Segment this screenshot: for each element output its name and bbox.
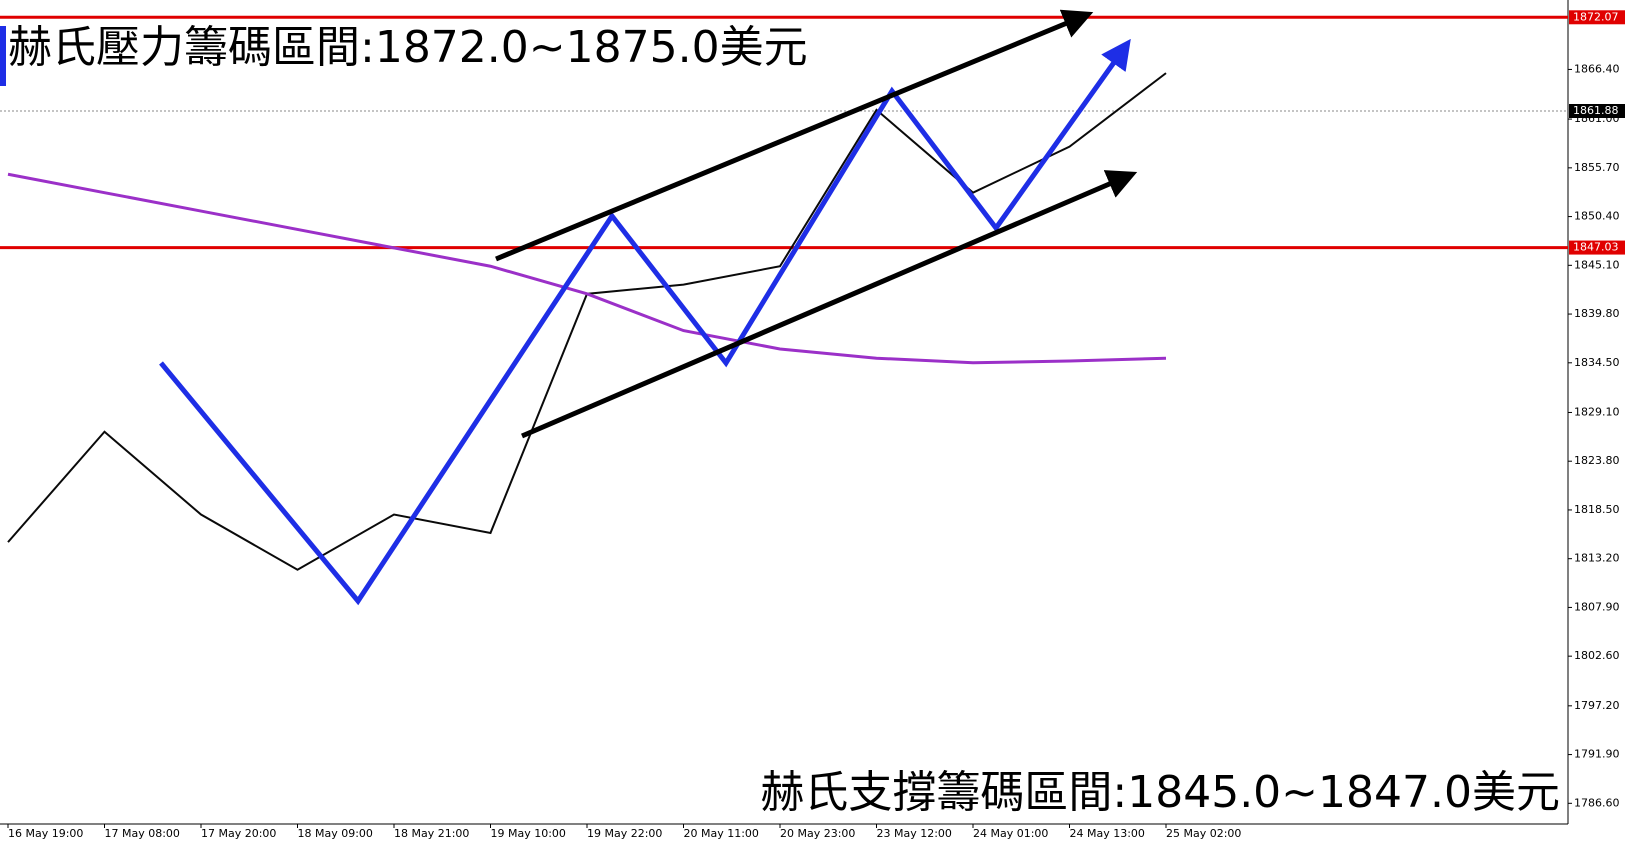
plot-area [0, 15, 1568, 571]
resistance-annotation: 赫氏壓力籌碼區間:1872.0~1875.0美元 [8, 22, 808, 73]
price-label-box [1569, 240, 1625, 255]
y-tick-label: 1786.60 [1574, 796, 1620, 809]
x-tick-label: 18 May 21:00 [394, 827, 469, 840]
y-tick-label: 1813.20 [1574, 552, 1620, 565]
x-tick-label: 17 May 08:00 [105, 827, 180, 840]
x-tick-label: 16 May 19:00 [8, 827, 83, 840]
y-tick-label: 1791.90 [1574, 748, 1620, 761]
price-label: 1861.88 [1573, 104, 1619, 117]
y-tick-label: 1829.10 [1574, 405, 1620, 418]
y-tick-label: 1866.40 [1574, 62, 1620, 75]
x-tick-label: 25 May 02:00 [1166, 827, 1241, 840]
channel-lower [521, 170, 1138, 439]
price-label-box [1569, 10, 1625, 25]
x-tick-label: 17 May 20:00 [201, 827, 276, 840]
support-annotation: 赫氏支撐籌碼區間:1845.0~1847.0美元 [760, 767, 1560, 818]
x-tick-label: 24 May 01:00 [973, 827, 1048, 840]
x-tick-label: 19 May 10:00 [491, 827, 566, 840]
y-tick-label: 1834.50 [1574, 356, 1620, 369]
x-tick-label: 24 May 13:00 [1070, 827, 1145, 840]
x-tick-label: 20 May 23:00 [780, 827, 855, 840]
price-label: 1872.07 [1573, 10, 1619, 23]
x-tick-label: 23 May 12:00 [877, 827, 952, 840]
y-tick-label: 1802.60 [1574, 649, 1620, 662]
price-label: 1847.03 [1573, 241, 1619, 254]
price-series [7, 172, 1167, 365]
y-tick-label: 1850.40 [1574, 210, 1620, 223]
y-tick-label: 1823.80 [1574, 454, 1620, 467]
y-tick-label: 1797.20 [1574, 699, 1620, 712]
price-label-box [1569, 104, 1625, 119]
x-tick-label: 20 May 11:00 [684, 827, 759, 840]
channel-upper [495, 9, 1094, 262]
y-tick-label: 1807.90 [1574, 600, 1620, 613]
y-tick-label: 1845.10 [1574, 258, 1620, 271]
marker-bar [0, 26, 6, 86]
y-tick-label: 1818.50 [1574, 503, 1620, 516]
x-tick-label: 19 May 22:00 [587, 827, 662, 840]
trend-zigzag [159, 38, 1131, 606]
y-tick-label: 1839.80 [1574, 307, 1620, 320]
x-tick-label: 18 May 09:00 [298, 827, 373, 840]
y-tick-label: 1855.70 [1574, 161, 1620, 174]
